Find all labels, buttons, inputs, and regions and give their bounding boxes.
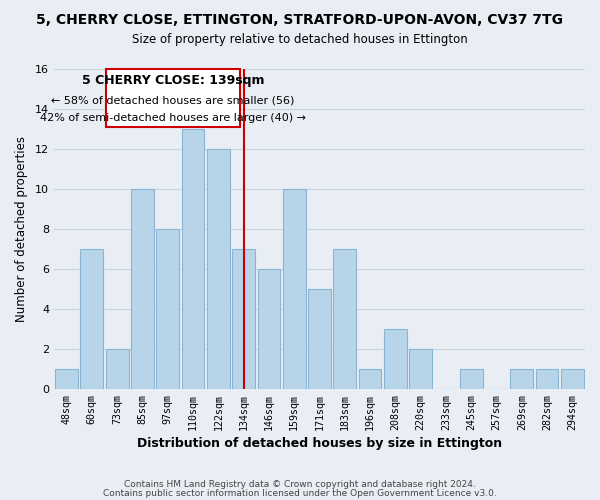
Bar — [207, 149, 230, 389]
Bar — [384, 329, 407, 389]
Text: Size of property relative to detached houses in Ettington: Size of property relative to detached ho… — [132, 32, 468, 46]
Text: 5 CHERRY CLOSE: 139sqm: 5 CHERRY CLOSE: 139sqm — [82, 74, 264, 86]
Bar — [131, 189, 154, 389]
Bar — [334, 249, 356, 389]
Bar — [55, 369, 78, 389]
FancyBboxPatch shape — [106, 69, 240, 127]
Bar — [283, 189, 305, 389]
Text: 5, CHERRY CLOSE, ETTINGTON, STRATFORD-UPON-AVON, CV37 7TG: 5, CHERRY CLOSE, ETTINGTON, STRATFORD-UP… — [37, 12, 563, 26]
Text: 42% of semi-detached houses are larger (40) →: 42% of semi-detached houses are larger (… — [40, 113, 306, 123]
Text: Contains public sector information licensed under the Open Government Licence v3: Contains public sector information licen… — [103, 489, 497, 498]
Bar — [511, 369, 533, 389]
Text: ← 58% of detached houses are smaller (56): ← 58% of detached houses are smaller (56… — [51, 95, 295, 105]
Bar — [257, 269, 280, 389]
Bar — [561, 369, 584, 389]
Bar — [536, 369, 559, 389]
Bar — [460, 369, 482, 389]
Bar — [308, 289, 331, 389]
Bar — [80, 249, 103, 389]
Bar — [409, 349, 432, 389]
Bar — [157, 229, 179, 389]
Text: Contains HM Land Registry data © Crown copyright and database right 2024.: Contains HM Land Registry data © Crown c… — [124, 480, 476, 489]
Bar — [232, 249, 255, 389]
Bar — [182, 129, 205, 389]
Bar — [106, 349, 128, 389]
Y-axis label: Number of detached properties: Number of detached properties — [15, 136, 28, 322]
X-axis label: Distribution of detached houses by size in Ettington: Distribution of detached houses by size … — [137, 437, 502, 450]
Bar — [359, 369, 382, 389]
